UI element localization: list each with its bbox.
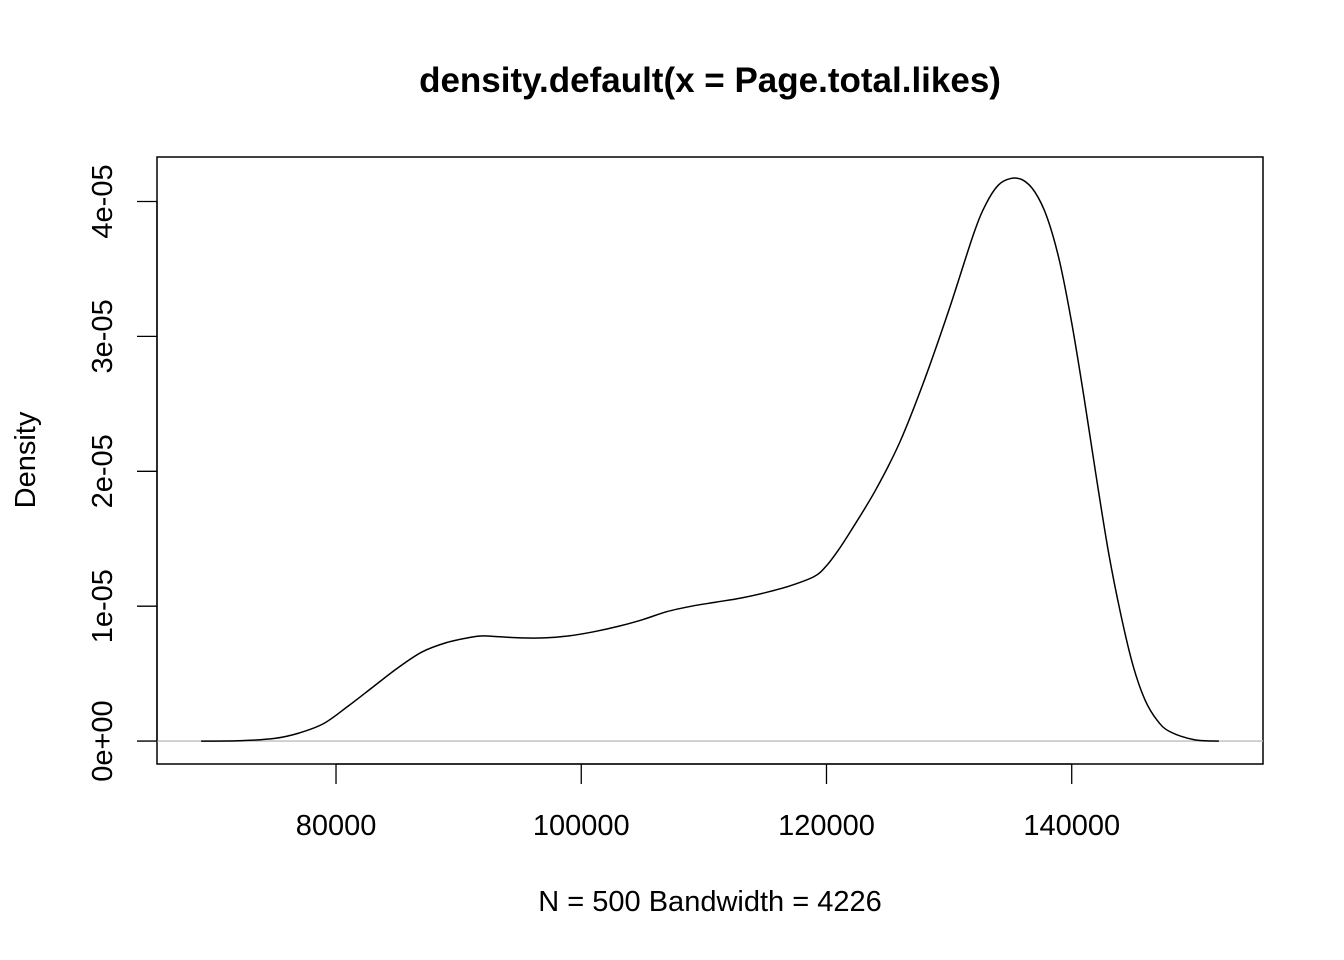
y-tick-label: 3e-05 bbox=[87, 299, 119, 373]
density-curve bbox=[201, 177, 1219, 742]
plot-frame bbox=[156, 156, 1264, 765]
x-tick-label: 80000 bbox=[296, 810, 377, 842]
y-tick-label: 1e-05 bbox=[87, 569, 119, 643]
y-axis: 0e+00 1e-05 2e-05 3e-05 4e-05 bbox=[87, 164, 158, 782]
y-tick-label: 2e-05 bbox=[87, 434, 119, 508]
chart-title: density.default(x = Page.total.likes) bbox=[419, 61, 1001, 100]
y-tick-label: 4e-05 bbox=[87, 164, 119, 238]
x-tick-label: 100000 bbox=[533, 810, 630, 842]
x-axis-label: N = 500 Bandwidth = 4226 bbox=[538, 886, 881, 918]
y-axis-label: Density bbox=[10, 411, 42, 508]
x-tick-label: 120000 bbox=[778, 810, 875, 842]
x-tick-label: 140000 bbox=[1023, 810, 1120, 842]
y-tick-label: 0e+00 bbox=[87, 700, 119, 781]
x-axis: 80000 100000 120000 140000 bbox=[296, 763, 1120, 842]
